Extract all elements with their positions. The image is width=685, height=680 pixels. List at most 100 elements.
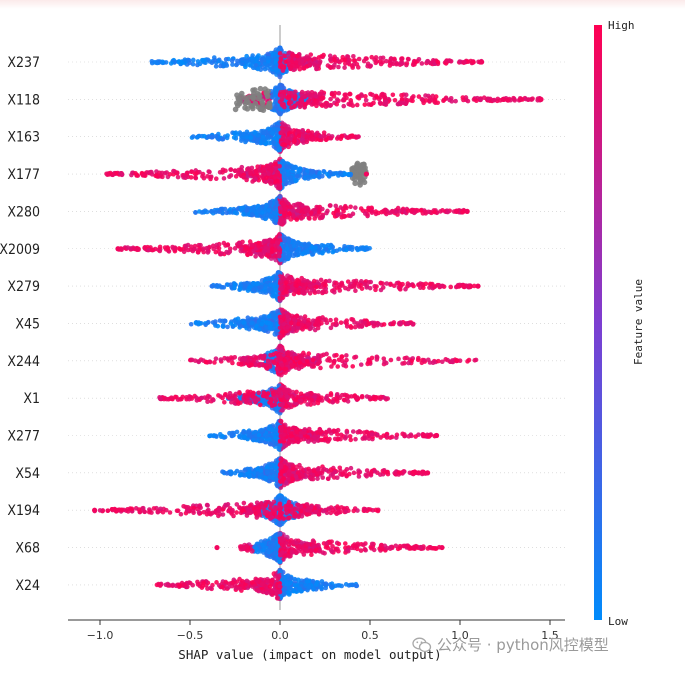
shap-point <box>335 364 341 369</box>
shap-point <box>279 93 284 99</box>
shap-point <box>304 134 310 139</box>
shap-point <box>213 133 219 139</box>
shap-point <box>356 56 362 62</box>
shap-point <box>278 55 284 61</box>
top-edge-strip <box>0 0 685 9</box>
shap-point <box>268 201 273 207</box>
shap-point <box>273 60 279 65</box>
shap-point <box>149 169 154 175</box>
shap-point <box>206 169 212 174</box>
shap-point <box>344 318 349 323</box>
shap-point <box>274 67 279 72</box>
shap-point <box>403 286 408 292</box>
shap-point <box>288 204 293 210</box>
shap-point <box>259 173 265 179</box>
shap-point <box>365 213 370 219</box>
shap-point <box>374 94 379 100</box>
shap-point <box>511 96 517 102</box>
shap-point <box>491 98 496 103</box>
shap-point <box>318 365 323 371</box>
shap-point <box>279 362 285 368</box>
shap-point <box>334 101 340 107</box>
shap-point <box>307 62 313 68</box>
shap-point <box>118 171 123 176</box>
shap-point <box>284 246 290 251</box>
shap-point <box>366 279 372 285</box>
shap-point <box>277 110 283 117</box>
shap-point <box>250 280 256 286</box>
shap-point <box>300 58 305 64</box>
shap-point <box>205 250 211 255</box>
shap-point <box>278 347 285 353</box>
shap-point <box>197 61 203 67</box>
shap-point <box>288 175 293 180</box>
shap-point <box>347 91 353 97</box>
shap-point <box>271 140 276 145</box>
shap-point <box>397 286 402 291</box>
shap-point <box>184 170 190 176</box>
shap-point <box>255 132 261 138</box>
shap-point <box>267 320 272 326</box>
shap-point <box>334 322 340 327</box>
shap-point <box>323 282 328 288</box>
shap-point <box>293 60 299 65</box>
shap-point <box>299 216 304 221</box>
shap-point <box>325 171 330 177</box>
shap-point <box>250 59 255 64</box>
shap-point <box>277 51 283 56</box>
shap-point <box>380 285 386 290</box>
shap-point <box>305 176 311 181</box>
feature-swarm-X279 <box>209 269 481 304</box>
shap-point <box>285 165 291 170</box>
shap-point <box>268 276 274 282</box>
shap-point <box>392 97 398 103</box>
shap-point <box>327 57 333 62</box>
shap-point <box>405 320 410 326</box>
shap-point <box>313 245 318 250</box>
shap-point <box>318 277 324 283</box>
shap-point <box>264 175 269 181</box>
shap-point <box>253 355 259 360</box>
shap-point <box>171 168 176 174</box>
shap-outlier-point <box>500 96 506 102</box>
shap-point <box>129 172 134 178</box>
shap-point <box>378 101 383 106</box>
shap-point <box>285 313 291 319</box>
shap-point <box>300 127 305 133</box>
shap-point <box>462 59 467 65</box>
shap-point <box>218 63 223 69</box>
shap-point <box>316 289 321 295</box>
shap-point <box>334 352 339 358</box>
shap-point <box>294 283 299 288</box>
shap-point <box>244 207 250 213</box>
shap-point <box>199 210 205 215</box>
shap-point <box>455 358 460 364</box>
shap-point <box>203 322 208 328</box>
shap-point <box>327 203 333 208</box>
shap-point <box>338 320 344 325</box>
shap-point <box>435 59 441 65</box>
feature-swarm-X45 <box>188 307 416 341</box>
shap-point <box>406 360 411 366</box>
shap-point <box>171 246 176 251</box>
shap-point <box>342 171 348 177</box>
shap-point <box>234 61 240 67</box>
shap-point <box>157 244 163 250</box>
shap-point <box>456 284 462 289</box>
shap-point <box>229 58 235 64</box>
shap-point <box>223 57 229 62</box>
shap-point <box>304 139 310 145</box>
shap-point <box>213 176 219 182</box>
shap-point <box>277 334 283 340</box>
shap-point <box>280 68 286 73</box>
shap-point <box>289 285 295 291</box>
shap-outlier-point <box>475 283 481 289</box>
shap-point <box>270 312 276 318</box>
shap-point <box>308 210 314 216</box>
shap-point <box>361 179 368 186</box>
shap-point <box>359 93 365 99</box>
shap-point <box>301 66 307 71</box>
shap-point <box>259 58 264 63</box>
shap-point <box>277 74 283 80</box>
